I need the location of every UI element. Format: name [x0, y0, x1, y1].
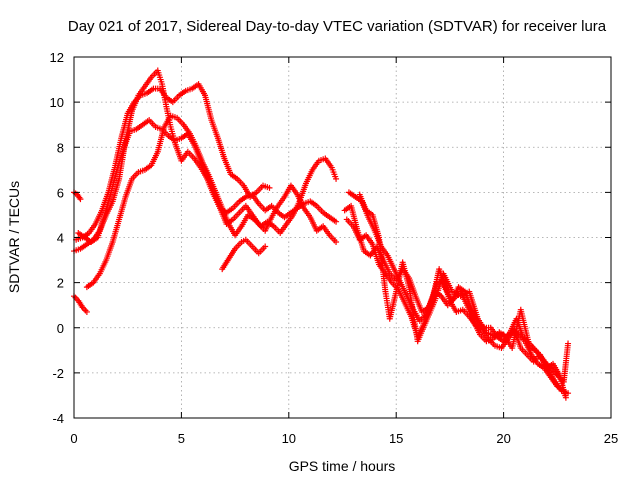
data-point [565, 340, 572, 347]
y-tick-label: 8 [57, 140, 64, 155]
series-trace-e [71, 293, 90, 315]
data-point [333, 218, 340, 225]
gridlines [74, 57, 611, 418]
y-tick-label: -4 [52, 411, 64, 426]
y-axis-label: SDTVAR / TECUs [6, 181, 22, 293]
data-point [83, 308, 90, 315]
chart-title: Day 021 of 2017, Sidereal Day-to-day VTE… [68, 18, 607, 35]
x-tick-label: 10 [282, 431, 296, 446]
y-tick-label: 2 [57, 276, 64, 291]
y-tick-label: 0 [57, 321, 64, 336]
data-series [71, 67, 572, 401]
series-trace-d [83, 112, 340, 291]
series-trace-f [71, 189, 84, 203]
x-tick-label: 25 [604, 431, 618, 446]
x-axis-label: GPS time / hours [289, 458, 396, 474]
data-point [262, 243, 269, 250]
y-tick-label: -2 [52, 366, 64, 381]
y-tick-label: 4 [57, 231, 64, 246]
data-point [266, 184, 273, 191]
data-point [77, 196, 84, 203]
y-tick-label: 12 [50, 50, 64, 65]
data-point [333, 175, 340, 182]
x-tick-label: 5 [178, 431, 185, 446]
data-point [333, 239, 340, 246]
x-axis-ticks: 0 5 10 15 20 25 [70, 57, 618, 446]
series-trace-g [219, 236, 269, 273]
y-tick-label: 6 [57, 185, 64, 200]
plot-border [73, 56, 612, 419]
x-tick-label: 15 [389, 431, 403, 446]
x-tick-label: 20 [496, 431, 510, 446]
data-point [562, 394, 569, 401]
series-trace-k [356, 191, 572, 385]
y-axis-ticks: -4 -2 0 2 4 6 8 10 12 [50, 50, 611, 426]
y-tick-label: 10 [50, 95, 64, 110]
x-tick-label: 0 [70, 431, 77, 446]
